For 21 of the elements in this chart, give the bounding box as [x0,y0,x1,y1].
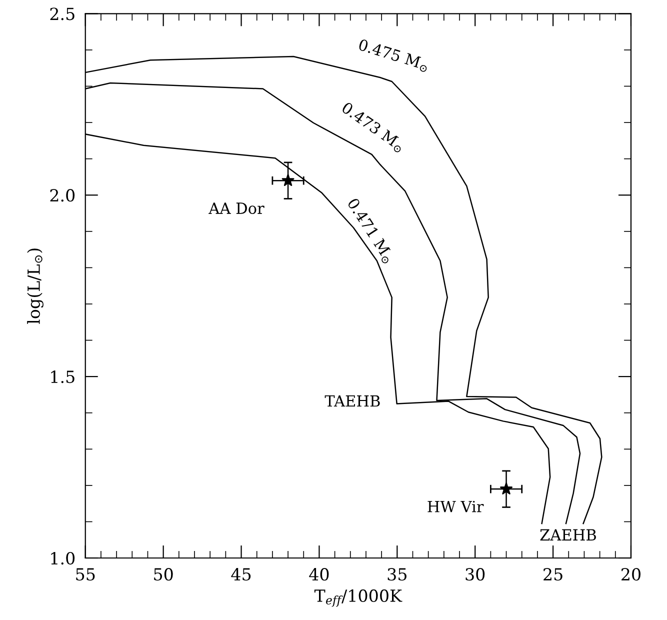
x-tick-label: 20 [622,568,640,581]
x-axis-title: T$_{eff}$/1000K [314,589,402,607]
x-tick-label: 30 [466,568,485,581]
x-tick-label: 25 [544,568,562,581]
text: 0.473 M$_{⊙}$ [340,101,406,154]
x-tick-label: 50 [154,568,173,581]
x-tick-label: 55 [76,568,95,581]
y-tick-label: 2.5 [50,8,74,20]
series-label: AA Dor [208,202,264,214]
legend-label: 0.475 M$_{⊙}$ [357,38,430,73]
x-tick-label: 45 [231,568,251,581]
y-tick-label: 2.0 [50,189,75,202]
y-axis-title: log(L/L$_{⊙}$) [27,248,44,324]
y-tick-label: 1.0 [51,552,75,565]
series-label: HW Vir [428,500,484,512]
x-tick-label: 35 [388,568,406,581]
text: 0.471 M$_{⊙}$ [345,197,396,265]
x-tick-label: 40 [309,568,329,581]
annotation: TAEHB [324,395,380,407]
y-tick-label: 1.5 [51,370,74,384]
annotation: ZAEHB [540,529,596,540]
